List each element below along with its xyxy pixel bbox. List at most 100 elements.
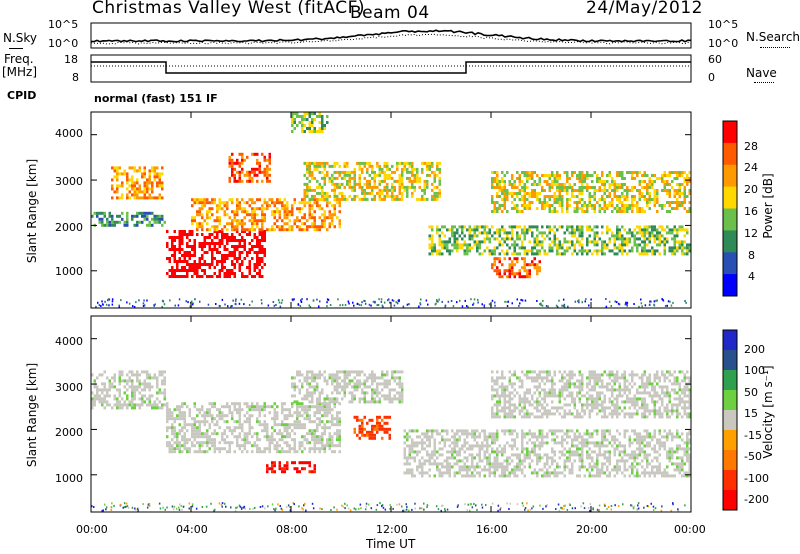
data-cell-band-1	[221, 447, 224, 451]
data-cell-band-3	[293, 222, 296, 226]
data-cell-band-1	[316, 411, 319, 415]
data-cell-band-2	[243, 248, 246, 251]
data-cell-band-3	[261, 219, 264, 223]
data-cell-band-3	[363, 373, 366, 377]
data-cell-band-1	[263, 435, 266, 439]
data-cell-band-1	[306, 438, 309, 442]
data-cell-band-1	[196, 414, 199, 418]
data-cell-band-7	[553, 225, 556, 229]
data-cell-band-3	[386, 382, 389, 386]
data-cell-band-3	[351, 400, 354, 404]
data-cell-band-9	[616, 174, 619, 177]
data-cell-band-1	[276, 444, 279, 448]
data-cell-band-7	[431, 234, 434, 238]
data-cell-band-2	[173, 269, 176, 272]
data-cell-band-1	[158, 181, 161, 185]
ground-scatter	[100, 305, 102, 307]
data-cell-band-7	[568, 231, 571, 235]
data-cell-band-1	[251, 405, 254, 409]
data-cell-band-7	[671, 249, 674, 253]
data-cell-band-3	[378, 400, 381, 404]
data-cell-band-1	[293, 447, 296, 451]
data-cell-band-1	[248, 423, 251, 427]
data-cell-band-0	[106, 223, 109, 227]
data-cell-band-7	[651, 252, 654, 256]
data-cell-band-9	[581, 204, 584, 207]
data-cell-band-5	[461, 447, 464, 451]
data-cell-band-6	[338, 164, 341, 168]
ground-scatter	[584, 300, 586, 303]
data-cell-band-1	[296, 450, 299, 454]
data-cell-band-9	[671, 186, 674, 189]
data-cell-band-9	[601, 189, 604, 192]
data-cell-band-1	[298, 420, 301, 424]
data-cell-band-5	[536, 438, 539, 442]
data-cell-band-6	[308, 161, 311, 165]
data-cell-band-7	[488, 231, 491, 235]
data-cell-band-1	[206, 435, 209, 439]
data-cell-band-3	[203, 198, 206, 202]
data-cell-band-2	[213, 248, 216, 251]
data-cell-band-9	[588, 198, 591, 201]
data-cell-band-0	[138, 391, 141, 395]
data-cell-band-3	[353, 388, 356, 392]
data-cell-band-7	[538, 240, 541, 244]
data-cell-band-9	[541, 189, 544, 192]
data-cell-band-1	[253, 405, 256, 409]
data-cell-band-7	[618, 228, 621, 232]
data-cell-band-5	[453, 441, 456, 445]
data-cell-band-1	[263, 402, 266, 406]
data-cell-band-9	[546, 174, 549, 177]
data-cell-band-6	[401, 176, 404, 180]
data-cell-band-9	[561, 207, 564, 210]
data-cell-band-2	[181, 254, 184, 257]
data-cell-band-7	[511, 231, 514, 235]
data-cell-band-5	[536, 456, 539, 460]
data-cell-band-9	[543, 189, 546, 192]
data-cell-band-4	[228, 164, 231, 168]
data-cell-band-7	[508, 246, 511, 250]
data-cell-band-2	[231, 251, 234, 254]
data-cell-band-5	[403, 447, 406, 451]
data-cell-band-0	[106, 388, 109, 392]
data-cell-band-9	[618, 171, 621, 174]
data-cell-band-6	[351, 188, 354, 192]
data-cell-band-3	[211, 198, 214, 202]
data-cell-band-3	[231, 201, 234, 205]
ground-scatter	[608, 300, 611, 303]
data-cell-band-1	[248, 405, 251, 409]
data-cell-band-1	[121, 181, 124, 185]
data-cell-band-8	[531, 263, 534, 267]
data-cell-band-0	[116, 214, 119, 218]
data-cell-band-5	[478, 471, 481, 475]
data-cell-band-5	[578, 435, 581, 439]
data-cell-band-6	[373, 176, 376, 180]
data-cell-band-4	[356, 415, 359, 419]
data-cell-band-8	[508, 269, 511, 273]
data-cell-band-6	[306, 164, 309, 168]
data-cell-band-9	[668, 192, 671, 195]
data-cell-band-7	[563, 249, 566, 253]
ground-scatter	[326, 298, 329, 301]
data-cell-band-7	[658, 225, 661, 229]
data-cell-band-7	[618, 249, 621, 253]
data-cell-band-2	[178, 269, 181, 272]
data-cell-band-1	[218, 441, 221, 445]
data-cell-band-7	[543, 252, 546, 256]
data-cell-band-2	[186, 263, 189, 266]
data-cell-band-2	[241, 239, 244, 242]
data-cell-band-1	[208, 438, 211, 442]
data-cell-band-1	[328, 444, 331, 448]
data-cell-band-5	[458, 447, 461, 451]
data-cell-band-5	[453, 447, 456, 451]
data-cell-band-7	[461, 231, 464, 235]
data-cell-band-9	[578, 171, 581, 174]
data-cell-band-1	[301, 426, 304, 430]
data-cell-band-0	[96, 391, 99, 395]
data-cell-band-3	[313, 228, 316, 232]
data-cell-band-0	[133, 403, 136, 407]
data-cell-band-3	[371, 391, 374, 395]
ground-scatter	[477, 298, 479, 301]
data-cell-band-9	[521, 180, 524, 183]
data-cell-band-2	[196, 266, 199, 269]
